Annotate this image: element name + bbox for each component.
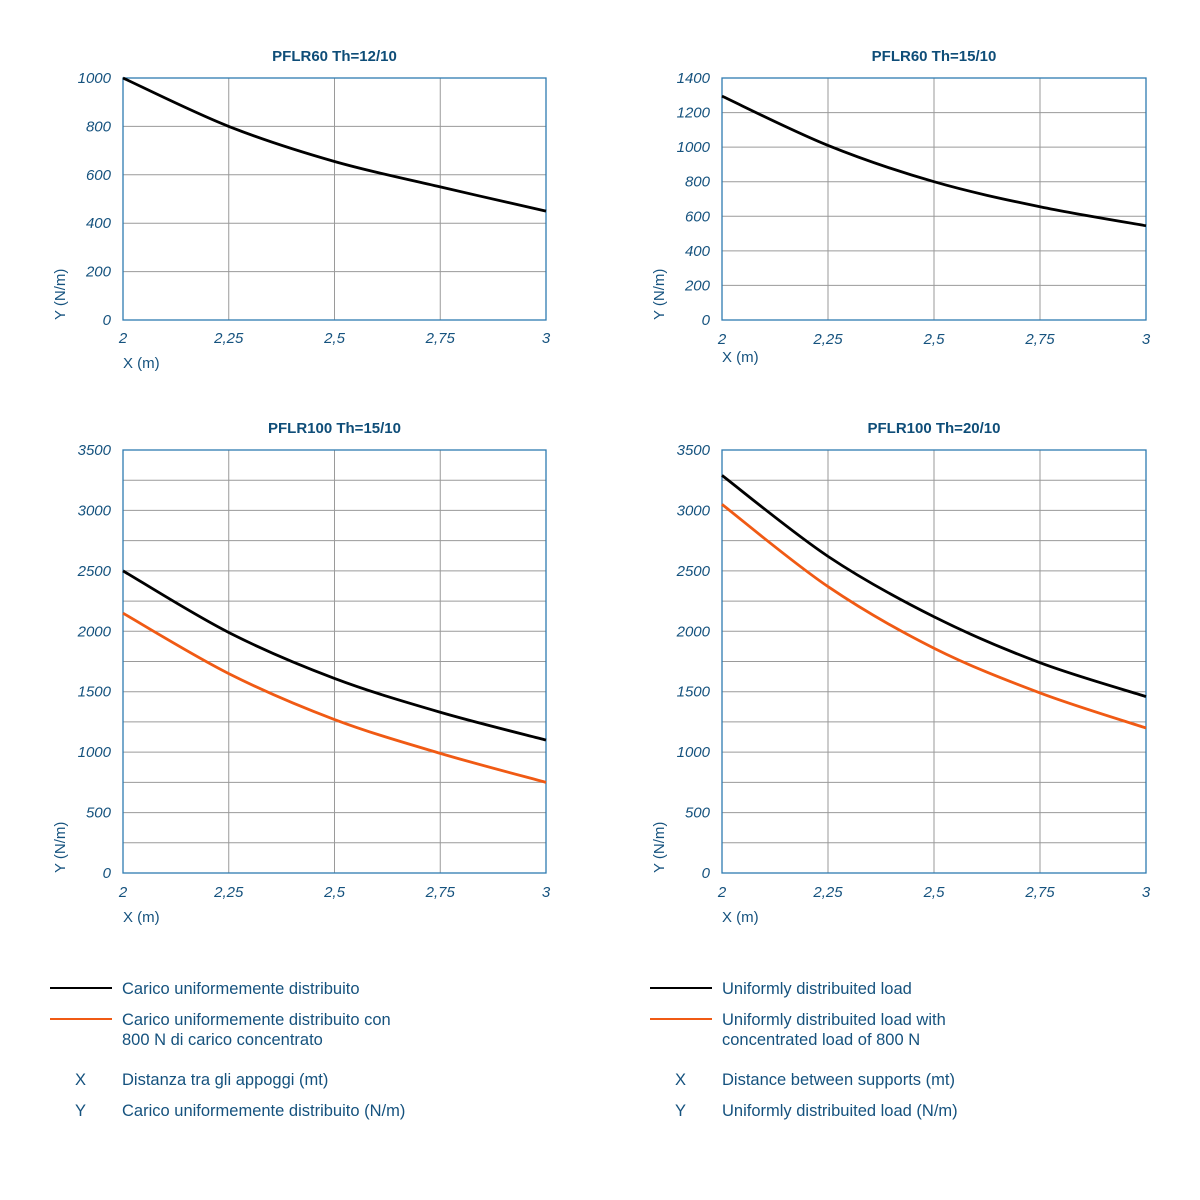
series-line-uniform xyxy=(122,569,547,742)
y-tick-label: 0 xyxy=(103,312,112,329)
legend-uniform: Carico uniformemente distribuito xyxy=(122,980,360,998)
y-tick-label: 400 xyxy=(685,243,711,260)
chart-title: PFLR60 Th=15/10 xyxy=(872,48,997,65)
chart-title: PFLR100 Th=20/10 xyxy=(868,420,1001,437)
chart-2: PFLR60 Th=15/10 0 200 400 600 800 1000 1200 1400… xyxy=(651,48,1151,366)
plot-frame xyxy=(721,77,1147,321)
legend-y-desc: Carico uniformemente distribuito (N/m) xyxy=(122,1102,406,1120)
y-tick-label: 2000 xyxy=(676,623,711,640)
legend-english: Uniformly distribuited load Uniformly di… xyxy=(650,979,1190,1139)
x-axis-label: X (m) xyxy=(722,349,759,366)
chart-4: PFLR100 Th=20/10 0 500 1000 1500 2000 2500 3000… xyxy=(651,420,1151,926)
legend-concentrated-line1: Uniformly distribuited load with xyxy=(722,1011,946,1029)
y-tick-label: 3000 xyxy=(677,502,711,519)
x-tick-label: 2,25 xyxy=(213,330,244,347)
y-tick-label: 500 xyxy=(685,805,711,822)
legend-x-key: X xyxy=(75,1071,87,1089)
chart-title: PFLR60 Th=12/10 xyxy=(272,48,397,65)
y-axis-label: Y (N/m) xyxy=(52,269,69,320)
legend-x-desc: Distanza tra gli appoggi (mt) xyxy=(122,1071,329,1089)
x-tick-label: 2 xyxy=(717,884,727,901)
x-tick-label: 2 xyxy=(118,884,128,901)
y-tick-label: 200 xyxy=(85,264,112,281)
legend-y-key: Y xyxy=(75,1102,87,1120)
y-tick-label: 1200 xyxy=(677,105,711,122)
y-tick-label: 600 xyxy=(86,167,112,184)
y-axis-label: Y (N/m) xyxy=(52,822,69,873)
x-tick-label: 2,75 xyxy=(1024,331,1055,348)
y-tick-label: 1000 xyxy=(677,139,711,156)
x-tick-label: 3 xyxy=(1142,331,1151,348)
y-tick-label: 0 xyxy=(103,865,112,882)
legend-swatch-concentrated xyxy=(50,1018,112,1020)
y-tick-label: 1000 xyxy=(78,744,112,761)
legend-concentrated-line2: concentrated load of 800 N xyxy=(722,1031,921,1049)
legend-y-desc: Uniformly distribuited load (N/m) xyxy=(722,1102,958,1120)
x-tick-label: 2,75 xyxy=(1024,884,1055,901)
plot-frame xyxy=(721,449,1147,874)
chart-1: PFLR60 Th=12/10 0 200 400 600 800 1000 2 2,25 2,5… xyxy=(52,48,551,372)
x-tick-label: 2 xyxy=(118,330,128,347)
y-tick-label: 3000 xyxy=(78,502,112,519)
y-tick-label: 1500 xyxy=(78,684,112,701)
y-tick-label: 3500 xyxy=(677,442,711,459)
chart-title: PFLR100 Th=15/10 xyxy=(268,420,401,437)
x-tick-label: 2,75 xyxy=(425,330,456,347)
legend-y-key: Y xyxy=(675,1102,687,1120)
legend-concentrated-line2: 800 N di carico concentrato xyxy=(122,1031,323,1049)
x-axis-label: X (m) xyxy=(722,909,759,926)
y-tick-label: 500 xyxy=(86,805,112,822)
series-line-concentrated xyxy=(122,611,547,784)
x-tick-label: 3 xyxy=(1142,884,1151,901)
y-tick-label: 1000 xyxy=(677,744,711,761)
x-tick-label: 2,25 xyxy=(812,884,843,901)
legend-uniform: Uniformly distribuited load xyxy=(722,980,912,998)
x-tick-label: 3 xyxy=(542,884,551,901)
x-tick-label: 2,25 xyxy=(213,884,244,901)
x-tick-label: 2,75 xyxy=(425,884,456,901)
y-tick-label: 200 xyxy=(684,277,711,294)
x-axis-label: X (m) xyxy=(123,355,160,372)
x-tick-label: 2,5 xyxy=(323,884,346,901)
legend-swatch-concentrated xyxy=(650,1018,712,1020)
legend-italian: Carico uniformemente distribuito Carico … xyxy=(50,979,610,1139)
x-axis-label: X (m) xyxy=(123,909,160,926)
y-tick-label: 0 xyxy=(702,865,711,882)
legend-swatch-uniform xyxy=(650,987,712,989)
y-tick-label: 2500 xyxy=(676,563,711,580)
y-tick-label: 400 xyxy=(86,215,112,232)
y-tick-label: 600 xyxy=(685,208,711,225)
chart-3: PFLR100 Th=15/10 0 500 1000 1500 2000 2500 3000… xyxy=(52,420,551,926)
y-tick-label: 800 xyxy=(86,118,112,135)
x-tick-label: 2,5 xyxy=(323,330,346,347)
legend-x-desc: Distance between supports (mt) xyxy=(722,1071,955,1089)
plot-frame xyxy=(122,449,547,874)
legend-concentrated-line1: Carico uniformemente distribuito con xyxy=(122,1011,391,1029)
y-tick-label: 3500 xyxy=(78,442,112,459)
x-tick-label: 2 xyxy=(717,331,727,348)
x-tick-label: 2,5 xyxy=(923,331,946,348)
x-tick-label: 3 xyxy=(542,330,551,347)
y-tick-label: 2500 xyxy=(77,563,112,580)
y-tick-label: 1000 xyxy=(78,70,112,87)
x-tick-label: 2,25 xyxy=(812,331,843,348)
series-line-concentrated xyxy=(721,503,1147,730)
y-tick-label: 1500 xyxy=(677,684,711,701)
y-tick-label: 2000 xyxy=(77,623,112,640)
plot-frame xyxy=(122,77,547,321)
series-line-uniform xyxy=(122,76,547,213)
y-tick-label: 800 xyxy=(685,174,711,191)
y-tick-label: 1400 xyxy=(677,70,711,87)
x-tick-label: 2,5 xyxy=(923,884,946,901)
y-axis-label: Y (N/m) xyxy=(651,269,668,320)
y-tick-label: 0 xyxy=(702,312,711,329)
series-line-uniform xyxy=(721,94,1147,228)
legend-x-key: X xyxy=(675,1071,687,1089)
legend-swatch-uniform xyxy=(50,987,112,989)
y-axis-label: Y (N/m) xyxy=(651,822,668,873)
series-line-uniform xyxy=(721,474,1147,698)
